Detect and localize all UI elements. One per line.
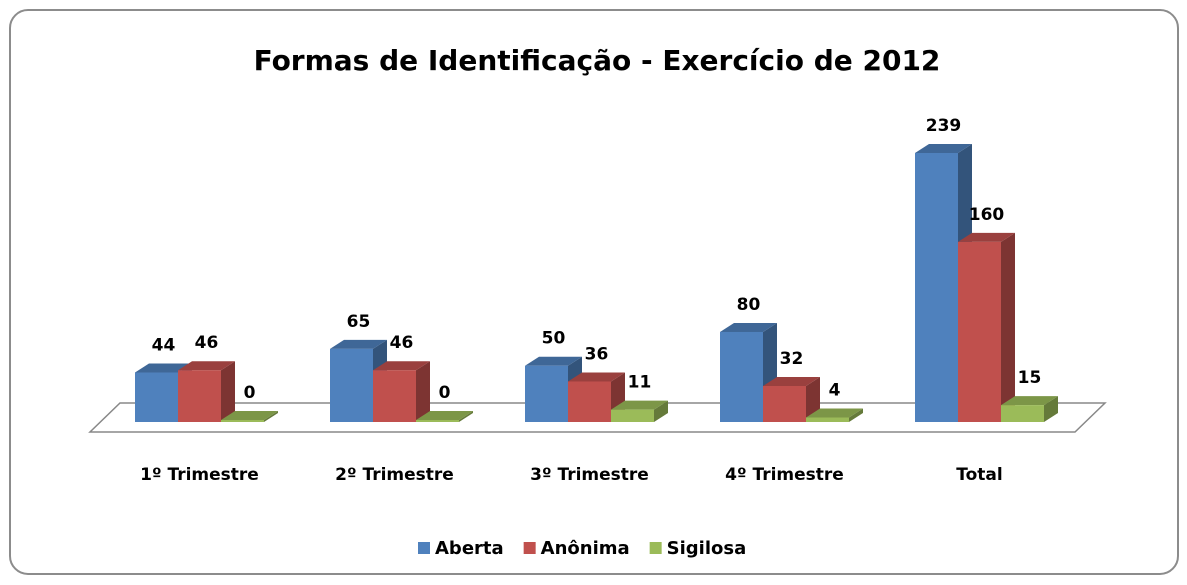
- chart-frame: [9, 9, 1179, 575]
- x-tick-label: Total: [956, 465, 1002, 485]
- bar-top: [330, 339, 387, 349]
- data-label: 11: [628, 373, 652, 393]
- bar-side: [849, 408, 863, 422]
- data-label: 0: [244, 383, 256, 403]
- bar-front: [915, 153, 958, 422]
- bar-top: [416, 411, 473, 420]
- x-tick-label: 2º Trimestre: [335, 465, 454, 485]
- bar-top: [178, 361, 235, 371]
- data-label: 32: [780, 349, 804, 369]
- data-label: 15: [1018, 368, 1042, 388]
- bar-top: [611, 400, 668, 410]
- chart-title: Formas de Identificação - Exercício de 2…: [254, 44, 941, 77]
- bar: [373, 361, 430, 422]
- bar: [178, 361, 235, 422]
- x-tick-label: 3º Trimestre: [530, 465, 649, 485]
- bar-front: [611, 409, 654, 422]
- data-label: 239: [926, 116, 962, 136]
- bar-top: [720, 322, 777, 332]
- bar: [416, 411, 473, 422]
- legend-swatch: [649, 542, 662, 554]
- bar-front: [568, 381, 611, 422]
- bar-side: [806, 376, 820, 422]
- bar-front: [720, 331, 763, 422]
- bar: [611, 400, 668, 422]
- bar-top: [763, 376, 820, 386]
- bar: [1001, 396, 1058, 422]
- bar: [958, 232, 1015, 422]
- bar-top: [958, 232, 1015, 242]
- data-label: 44: [152, 335, 176, 355]
- bar-front: [416, 420, 459, 422]
- legend-label: Sigilosa: [667, 538, 747, 559]
- bar-front: [178, 370, 221, 422]
- bar-front: [958, 241, 1001, 422]
- bar-top: [525, 356, 582, 366]
- bar-side: [459, 411, 473, 422]
- bar: [221, 411, 278, 422]
- bar-side: [221, 361, 235, 422]
- bar-front: [221, 420, 264, 422]
- data-label: 80: [737, 295, 761, 315]
- bar-top: [221, 411, 278, 420]
- bar-front: [373, 370, 416, 422]
- bar: [806, 408, 863, 422]
- legend-swatch: [523, 542, 536, 554]
- data-label: 36: [585, 344, 609, 364]
- bar-front: [330, 348, 373, 422]
- bar-front: [135, 372, 178, 422]
- bar-side: [416, 361, 430, 422]
- bar-top: [915, 144, 972, 153]
- bar-top: [1001, 396, 1058, 406]
- bar-top: [568, 372, 625, 382]
- bar-front: [525, 365, 568, 422]
- legend-label: Anônima: [541, 538, 630, 559]
- data-label: 46: [390, 333, 414, 353]
- bar-front: [806, 417, 849, 422]
- data-label: 0: [439, 383, 451, 403]
- bar-top: [806, 408, 863, 418]
- x-tick-label: 4º Trimestre: [725, 465, 844, 485]
- bar-front: [1001, 405, 1044, 422]
- bar-front: [763, 385, 806, 422]
- legend-swatch: [418, 542, 430, 554]
- bar-top: [135, 363, 192, 373]
- bar-side: [264, 411, 278, 422]
- data-label: 46: [195, 333, 219, 353]
- bar: [763, 376, 820, 422]
- data-label: 160: [969, 205, 1005, 225]
- bar-side: [1001, 232, 1015, 422]
- data-label: 65: [347, 312, 371, 332]
- data-label: 4: [829, 380, 841, 400]
- bar: [330, 339, 387, 422]
- bar-side: [1044, 396, 1058, 422]
- bar-side: [654, 400, 668, 422]
- legend-label: Aberta: [435, 538, 504, 559]
- x-tick-label: 1º Trimestre: [140, 465, 259, 485]
- data-label: 50: [542, 329, 566, 349]
- bar-top: [373, 361, 430, 371]
